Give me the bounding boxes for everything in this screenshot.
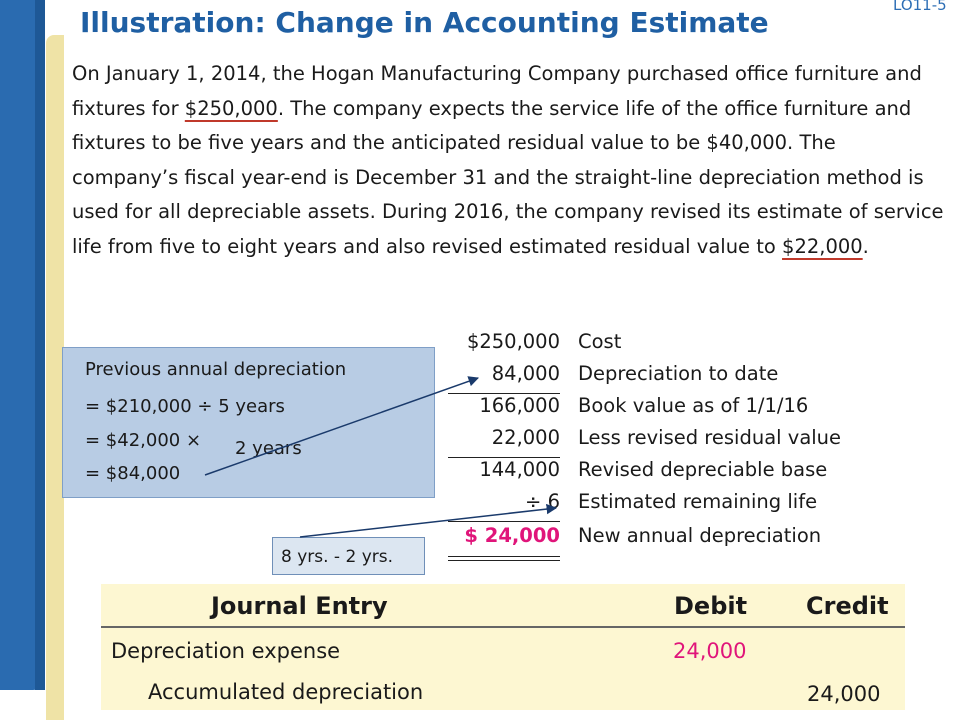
problem-text-2: . The company expects the service life o… (72, 96, 944, 258)
calc-label: Cost (578, 330, 622, 353)
calc-amount: 144,000 (479, 458, 560, 481)
calc-subtotal-rule (448, 521, 560, 522)
left-accent-strip (35, 0, 45, 690)
debit-header: Debit (674, 592, 748, 620)
depreciation-to-date-arrow (204, 376, 479, 476)
calc-label: Book value as of 1/1/16 (578, 394, 809, 417)
slide-title: Illustration: Change in Accounting Estim… (80, 6, 769, 39)
cost-highlight: $250,000 (184, 96, 278, 120)
calc-amount: 84,000 (491, 362, 560, 385)
journal-header-separator (101, 626, 905, 628)
remaining-life-note: 8 yrs. - 2 yrs. (272, 537, 425, 575)
calc-label: Revised depreciable base (578, 458, 828, 481)
previous-depreciation-heading: Previous annual depreciation (85, 359, 347, 380)
residual-highlight: $22,000 (782, 234, 863, 258)
previous-depreciation-years: 2 years (235, 438, 302, 459)
previous-depreciation-line-1: = $210,000 ÷ 5 years (85, 396, 285, 417)
calc-label: Estimated remaining life (578, 490, 818, 513)
credit-amount: 24,000 (807, 682, 881, 706)
calc-subtotal-rule (448, 457, 560, 458)
problem-statement: On January 1, 2014, the Hogan Manufactur… (72, 57, 944, 264)
journal-entry-title: Journal Entry (211, 592, 388, 620)
debit-account: Depreciation expense (111, 639, 341, 663)
learning-objective-tag: LO11-5 (893, 0, 947, 14)
calc-label: Less revised residual value (578, 426, 842, 449)
previous-depreciation-box: Previous annual depreciation = $210,000 … (62, 347, 435, 498)
problem-text-3: . (862, 234, 869, 258)
remaining-life-arrow (299, 503, 558, 538)
calc-label: New annual depreciation (578, 524, 822, 547)
problem-text-1: On January 1, 2014, the Hogan Manufactur… (72, 62, 922, 120)
previous-depreciation-line-2: = $42,000 × (85, 430, 202, 451)
debit-amount: 24,000 (673, 639, 747, 663)
credit-header: Credit (806, 592, 889, 620)
calc-amount: $250,000 (466, 330, 560, 353)
calc-subtotal-rule (448, 393, 560, 394)
calc-double-rule-top (448, 556, 560, 557)
calc-amount: 166,000 (479, 394, 560, 417)
calc-double-rule-bottom (448, 560, 560, 561)
gold-accent-bar (46, 35, 64, 720)
calc-amount: 22,000 (491, 426, 560, 449)
previous-depreciation-line-3: = $84,000 (85, 463, 181, 484)
journal-entry-panel: Journal Entry Debit Credit Depreciation … (101, 584, 905, 710)
credit-account: Accumulated depreciation (148, 680, 424, 704)
calc-label: Depreciation to date (578, 362, 779, 385)
new-annual-depreciation-amount: $ 24,000 (464, 524, 560, 547)
